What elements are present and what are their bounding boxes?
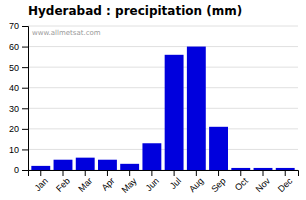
y-tick: 50 <box>9 63 28 73</box>
x-tick: Apr <box>100 170 117 193</box>
x-tick-mark <box>174 170 175 176</box>
x-tick: May <box>120 170 139 195</box>
x-tick-mark <box>129 170 130 176</box>
x-tick: Oct <box>233 170 250 193</box>
y-tick-label: 20 <box>9 124 19 134</box>
grid-line <box>28 26 298 27</box>
x-tick-label: Jan <box>32 176 49 193</box>
y-axis-line <box>22 27 29 171</box>
y-tick-mark <box>22 88 28 89</box>
x-tick-mark <box>240 170 241 176</box>
bar <box>231 168 250 170</box>
y-tick-label: 70 <box>9 21 19 31</box>
x-tick-label: Aug <box>187 176 205 194</box>
x-tick-label: May <box>120 175 139 194</box>
bar <box>209 127 228 170</box>
bar <box>120 164 139 170</box>
y-tick-label: 50 <box>9 63 19 73</box>
grid-line <box>28 108 298 109</box>
y-axis: 0 10 20 30 40 50 60 70 <box>9 21 29 175</box>
grid-line <box>28 149 298 150</box>
grid-line <box>28 46 298 47</box>
x-tick-mark <box>107 170 108 176</box>
x-tick-mark <box>285 170 286 176</box>
grid-line <box>28 87 298 88</box>
x-tick: Jun <box>144 170 161 193</box>
bar <box>76 158 95 170</box>
y-tick-mark <box>22 129 28 130</box>
x-tick: Jul <box>168 170 183 191</box>
x-tick-mark <box>218 170 219 176</box>
x-tick: Nov <box>254 170 273 194</box>
y-tick-mark <box>22 26 28 27</box>
y-tick-label: 40 <box>9 83 19 93</box>
y-tick: 0 <box>14 165 28 175</box>
y-tick-label: 0 <box>14 165 19 175</box>
y-tick: 10 <box>9 145 28 155</box>
x-tick-mark <box>85 170 86 176</box>
bar <box>142 143 161 170</box>
x-axis-line <box>29 171 299 177</box>
y-tick: 70 <box>9 21 28 31</box>
x-tick-label: Dec <box>276 175 295 194</box>
bar <box>254 168 273 170</box>
bar <box>165 55 184 170</box>
grid-line <box>28 128 298 129</box>
watermark: www.allmetsat.com <box>32 29 101 37</box>
plot: 0 10 20 30 40 50 60 70 Jan FebMar AprMay Jun Jul AugS… <box>9 21 299 195</box>
y-tick: 60 <box>9 42 28 52</box>
x-tick-label: Oct <box>233 175 250 192</box>
chart: 0 10 20 30 40 50 60 70 Jan FebMar AprMay Jun Jul AugS… <box>0 0 306 200</box>
x-tick: Aug <box>187 170 205 194</box>
y-tick-mark <box>22 67 28 68</box>
x-axis: Jan FebMar AprMay Jun Jul AugSep OctNovDec <box>29 170 299 195</box>
x-tick: Feb <box>54 170 72 194</box>
title: Hyderabad : precipitation (mm) <box>28 4 242 18</box>
bar <box>98 160 117 170</box>
x-tick-mark <box>40 170 41 176</box>
x-tick: Mar <box>76 170 94 194</box>
bars <box>31 47 294 170</box>
y-tick-mark <box>22 47 28 48</box>
y-tick: 20 <box>9 124 28 134</box>
bar <box>276 168 295 170</box>
x-tick: Sep <box>209 170 227 194</box>
bar <box>187 47 206 170</box>
y-tick-label: 60 <box>9 42 19 52</box>
y-tick-mark <box>22 108 28 109</box>
y-tick: 30 <box>9 104 28 114</box>
bar <box>54 160 73 170</box>
x-tick-mark <box>263 170 264 176</box>
grid-line <box>28 67 298 68</box>
x-tick-mark <box>196 170 197 176</box>
y-tick: 40 <box>9 83 28 93</box>
x-tick-label: Jul <box>168 176 183 191</box>
y-tick-mark <box>22 149 28 150</box>
x-tick-label: Apr <box>100 176 117 193</box>
x-tick-label: Sep <box>209 176 227 194</box>
x-tick-mark <box>63 170 64 176</box>
x-tick-label: Jun <box>144 176 161 193</box>
y-tick-mark <box>22 170 28 171</box>
x-tick-label: Mar <box>76 176 94 194</box>
x-tick-label: Feb <box>54 176 72 194</box>
y-tick-label: 10 <box>9 145 19 155</box>
y-tick-label: 30 <box>9 104 19 114</box>
x-tick-label: Nov <box>254 175 273 194</box>
x-tick-mark <box>151 170 152 176</box>
bar <box>31 166 50 170</box>
grid <box>28 26 298 170</box>
x-tick: Jan <box>32 170 49 193</box>
x-tick: Dec <box>276 170 295 194</box>
